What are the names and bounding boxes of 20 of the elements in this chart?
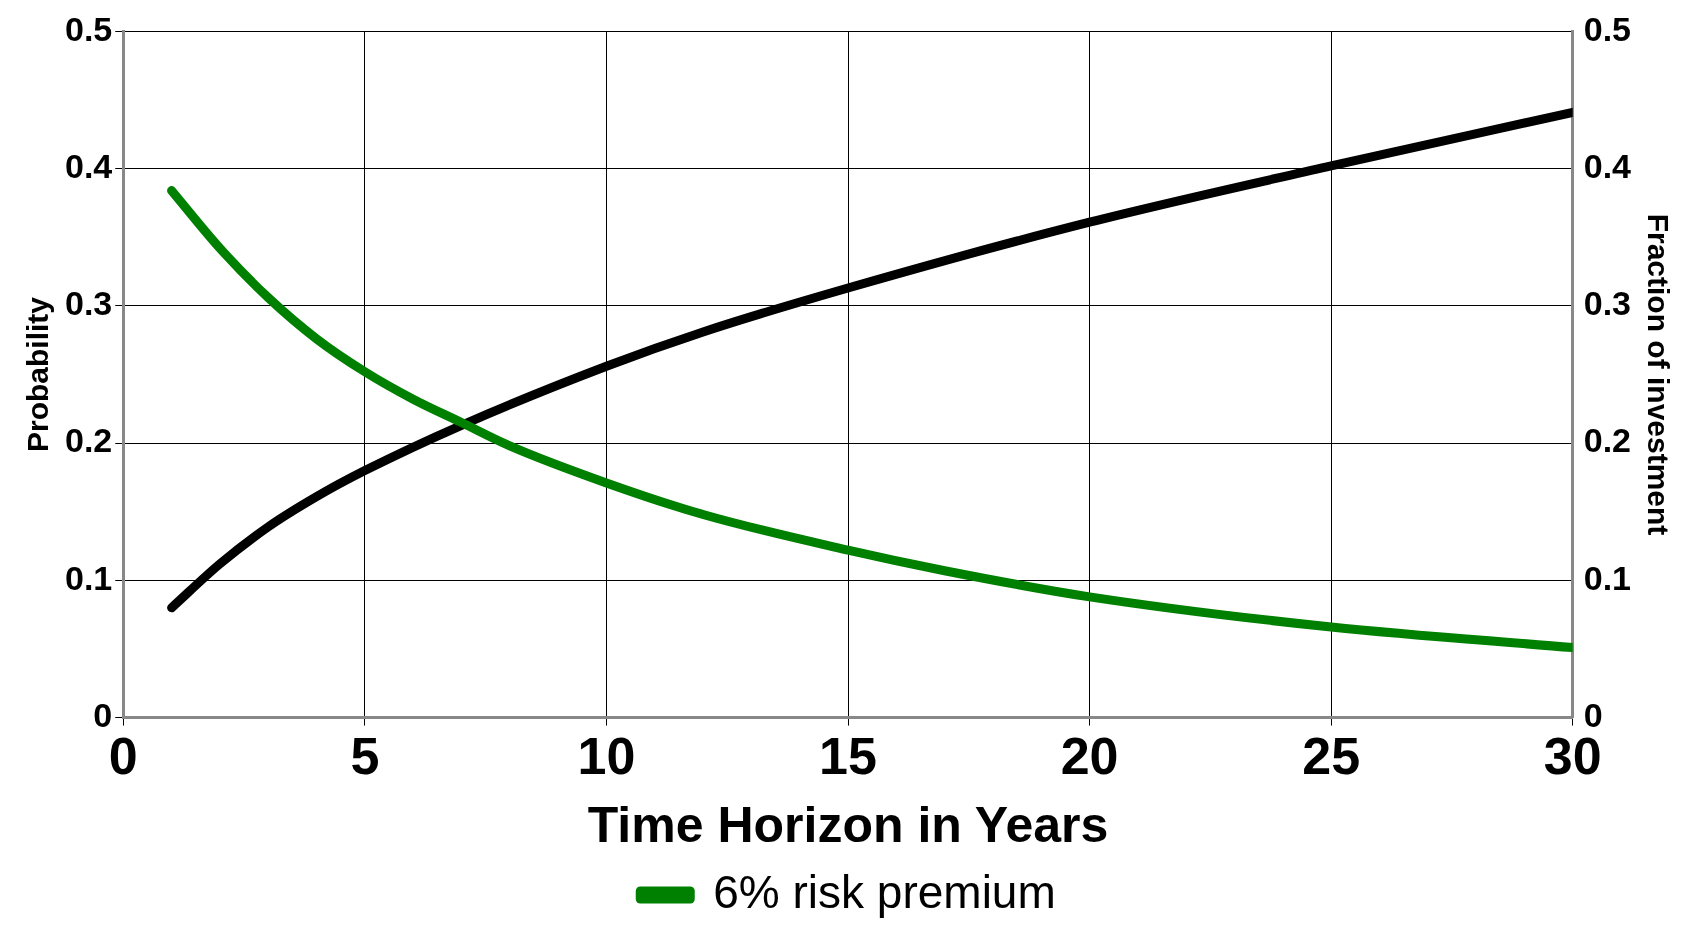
y-tick-label: 0 [93, 695, 113, 734]
y2-tick-label: 0.1 [1583, 558, 1631, 597]
y-tick-label: 0.2 [65, 421, 113, 460]
y-tick-label: 0.4 [65, 147, 113, 186]
legend-label: 6% risk premium [713, 865, 1056, 918]
y2-tick-label: 0.5 [1583, 9, 1631, 48]
y-tick-label: 0.1 [65, 558, 113, 597]
y-tick-label: 0.5 [65, 9, 113, 48]
x-axis-title: Time Horizon in Years [587, 796, 1109, 853]
y2-tick-label: 0.2 [1583, 421, 1631, 460]
x-tick-label: 15 [819, 727, 877, 786]
y2-axis-title: Fraction of investment [1641, 213, 1675, 536]
x-tick-label: 25 [1302, 727, 1361, 786]
x-tick-label: 10 [577, 727, 636, 786]
y2-tick-label: 0.4 [1583, 147, 1632, 186]
y-axis-title: Probability [21, 296, 55, 453]
y2-tick-label: 0.3 [1583, 284, 1631, 323]
x-tick-label: 20 [1060, 727, 1119, 786]
x-tick-label: 5 [350, 727, 380, 786]
y-tick-label: 0.3 [65, 284, 113, 323]
